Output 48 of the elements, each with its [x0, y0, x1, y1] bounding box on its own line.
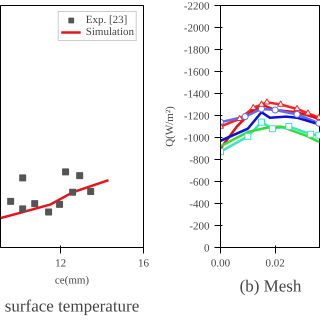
point: [304, 109, 312, 116]
line-series: [220, 125, 320, 148]
point: [69, 188, 76, 196]
point: [244, 132, 252, 140]
x-tick-label: 16: [138, 258, 150, 270]
y-tick-label: -1800: [184, 44, 210, 56]
text: (b) Mesh: [240, 276, 302, 296]
text: surface temperature: [4, 296, 140, 316]
point: [62, 168, 70, 176]
y-tick-label: -400: [189, 198, 210, 210]
x-tick-label: 0.00: [210, 258, 231, 270]
x-axis-title: ce(mm): [54, 274, 90, 286]
y-tick-label: -1000: [184, 132, 210, 144]
y-tick-label: 0: [204, 242, 210, 254]
y-tick-label: -1200: [184, 110, 210, 122]
point: [19, 205, 26, 212]
legend-label: Exp. [23]: [86, 14, 128, 26]
y-tick-label: -800: [189, 154, 210, 166]
point: [236, 114, 244, 122]
point: [31, 200, 38, 208]
point: [45, 208, 52, 216]
point: [7, 198, 14, 205]
x-tick-label: 0.02: [266, 258, 285, 270]
point: [268, 125, 276, 132]
point: [272, 106, 279, 114]
y-tick-label: -1600: [184, 66, 210, 78]
point: [258, 118, 265, 126]
point: [76, 172, 84, 180]
point: [19, 174, 26, 182]
y-tick-label: -2200: [184, 0, 210, 12]
y-tick-label: -600: [189, 176, 210, 188]
point: [250, 104, 257, 110]
point: [294, 104, 301, 112]
point: [277, 100, 284, 107]
x-tick-label: 12: [55, 258, 66, 270]
point: [263, 98, 270, 105]
legend-label: Simulation: [86, 26, 134, 38]
point: [258, 100, 265, 107]
point: [87, 188, 94, 196]
y-tick-label: -200: [189, 220, 210, 232]
point: [56, 200, 64, 208]
y-tick-label: -1400: [184, 88, 210, 100]
point: [242, 113, 249, 120]
y-tick-label: -2000: [184, 22, 210, 34]
y-axis-title: Q(W/m²): [164, 106, 176, 147]
point: [294, 110, 301, 118]
point: [307, 130, 314, 138]
point: [285, 123, 292, 130]
